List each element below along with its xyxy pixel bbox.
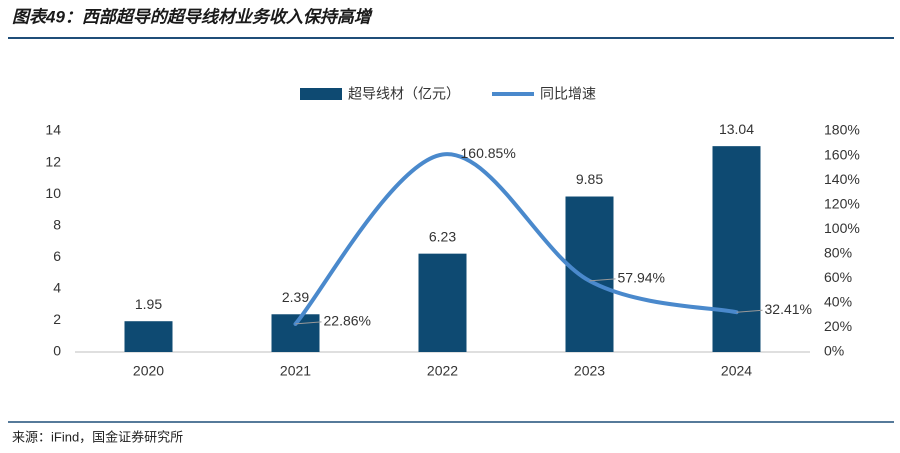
y2-tick-label: 80% — [824, 244, 852, 260]
bar-value-label: 13.04 — [719, 121, 754, 137]
bar-value-label: 6.23 — [429, 228, 456, 244]
y2-tick-label: 20% — [824, 318, 852, 334]
line-value-label: 57.94% — [618, 270, 665, 286]
bar — [271, 314, 320, 352]
y-tick-label: 2 — [53, 311, 61, 327]
legend-label: 同比增速 — [540, 86, 596, 102]
legend-swatch — [300, 88, 342, 100]
y2-tick-label: 140% — [824, 171, 860, 187]
line-value-label: 22.86% — [324, 313, 371, 329]
bar-value-label: 9.85 — [576, 171, 603, 187]
legend-label: 超导线材（亿元） — [348, 86, 460, 102]
y2-tick-label: 40% — [824, 294, 852, 310]
x-tick-label: 2023 — [574, 363, 605, 379]
x-tick-label: 2021 — [280, 363, 311, 379]
y-tick-label: 0 — [53, 343, 61, 359]
y-tick-label: 6 — [53, 248, 61, 264]
y2-tick-label: 120% — [824, 195, 860, 211]
line-value-label: 160.85% — [461, 145, 516, 161]
x-tick-label: 2024 — [721, 363, 752, 379]
y2-tick-label: 0% — [824, 343, 844, 359]
label-leader — [736, 309, 763, 313]
y2-tick-label: 60% — [824, 269, 852, 285]
y2-tick-label: 160% — [824, 146, 860, 162]
y2-tick-label: 180% — [824, 122, 860, 138]
label-leader — [295, 321, 322, 325]
y-tick-label: 14 — [45, 122, 61, 138]
chart-title: 图表49：西部超导的超导线材业务收入保持高增 — [12, 7, 373, 26]
bar — [712, 146, 761, 352]
source: 来源：iFind，国金证券研究所 — [12, 429, 183, 444]
y-tick-label: 4 — [53, 280, 61, 296]
label-leader — [589, 278, 616, 282]
y-tick-label: 12 — [45, 153, 61, 169]
bar — [124, 321, 173, 352]
bar-value-label: 2.39 — [282, 289, 309, 305]
bar-value-label: 1.95 — [135, 296, 162, 312]
y-tick-label: 8 — [53, 216, 61, 232]
line-value-label: 32.41% — [765, 301, 812, 317]
growth-line — [293, 152, 739, 326]
y-tick-label: 10 — [45, 185, 61, 201]
x-tick-label: 2020 — [133, 363, 164, 379]
bar — [565, 196, 614, 352]
x-tick-label: 2022 — [427, 363, 458, 379]
y2-tick-label: 100% — [824, 220, 860, 236]
bar — [418, 253, 467, 352]
